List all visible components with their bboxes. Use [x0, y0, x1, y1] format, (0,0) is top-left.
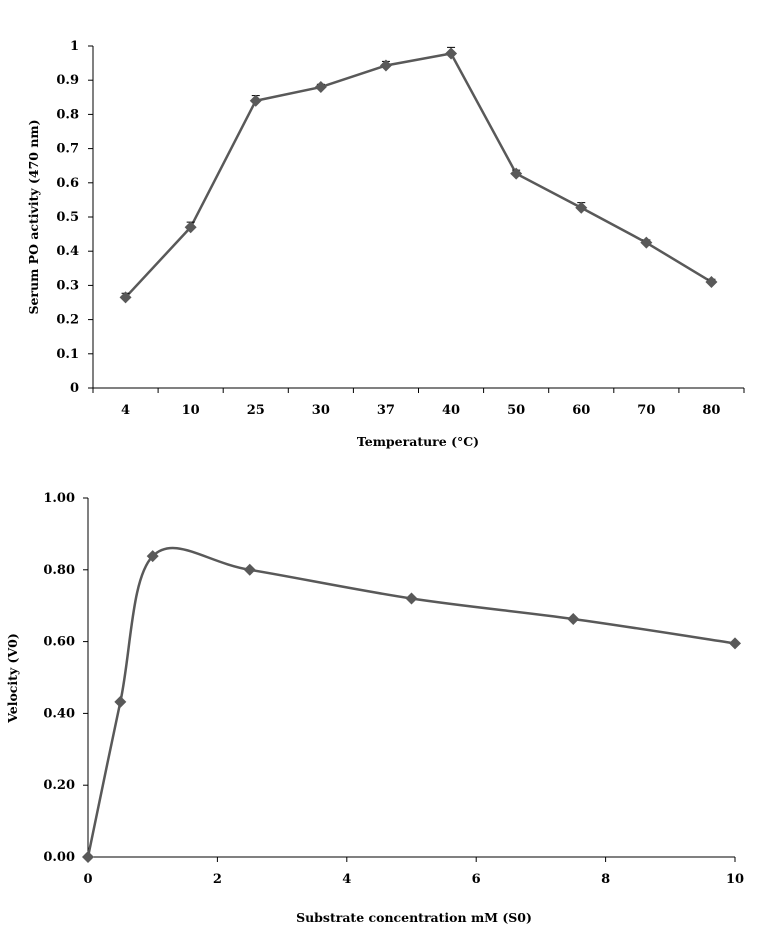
chart1-y-tick-label: 0.3 [56, 278, 79, 293]
chart1-series-line [124, 52, 713, 299]
chart1-x-tick-label: 4 [121, 403, 130, 418]
chart1-x-axis-title: Temperature (°C) [357, 434, 479, 449]
chart1-y-tick-label: 0.5 [56, 210, 79, 225]
chart2-data-point [405, 592, 418, 605]
chart2-x-tick-label: 2 [213, 872, 222, 887]
chart1-x-tick-label: 37 [377, 403, 395, 418]
chart1-x-tick-label: 10 [182, 403, 200, 418]
chart2-data-point [82, 851, 94, 863]
chart1-y-tick-label: 0.1 [56, 347, 79, 362]
chart1-y-tick-label: 0.6 [56, 176, 79, 191]
temperature-chart: 0 0.1 0.2 0.3 0.4 0.5 0.6 0.7 0.8 0.9 1 4 10 25 30 37 4… [26, 39, 745, 449]
chart1-x-tick-label: 25 [247, 403, 265, 418]
chart1-x-tick-label: 60 [572, 403, 590, 418]
chart2-data-point [567, 612, 580, 625]
chart1-x-tick-label: 80 [702, 403, 720, 418]
chart1-x-tick-label: 40 [442, 403, 460, 418]
chart2-y-tick-label: 0.60 [43, 635, 75, 650]
chart1-y-axis-title: Serum PO activity (470 nm) [26, 119, 41, 314]
chart1-y-tick-label: 0.7 [56, 142, 79, 157]
chart2-y-axis-title: Velocity (V0) [5, 633, 20, 724]
chart1-data-point [445, 47, 458, 60]
chart1-y-tick-label: 1 [70, 39, 79, 54]
chart1-y-tick-label: 0.8 [56, 107, 79, 122]
chart1-data-point [575, 201, 588, 214]
chart1-y-tick-label: 0.9 [56, 73, 79, 88]
chart2-data-point [729, 637, 741, 650]
chart1-data-point [705, 275, 718, 288]
chart2-x-tick-label: 4 [342, 872, 351, 887]
chart2-x-tick-label: 8 [601, 872, 610, 887]
chart1-data-point [184, 221, 197, 234]
chart2-data-point [146, 550, 159, 563]
chart2-y-tick-label: 0.00 [43, 850, 75, 865]
velocity-chart: 0.00 0.20 0.40 0.60 0.80 1.00 0 2 4 6 8 10 Substra… [5, 491, 744, 925]
chart2-x-tick-label: 10 [726, 872, 744, 887]
chart1-x-tick-label: 70 [637, 403, 655, 418]
chart1-y-tick-label: 0.4 [56, 244, 79, 259]
chart2-y-tick-label: 0.80 [43, 563, 75, 578]
chart1-x-tick-label: 30 [312, 403, 330, 418]
chart2-data-point [114, 695, 127, 708]
chart1-y-tick-label: 0 [70, 381, 79, 396]
chart1-data-point [640, 236, 653, 249]
chart1-data-point [249, 94, 262, 107]
chart1-data-point [379, 59, 392, 72]
chart2-y-tick-label: 0.40 [43, 706, 75, 721]
chart1-y-tick-label: 0.2 [56, 313, 79, 328]
chart2-x-axis-title: Substrate concentration mM (S0) [296, 910, 532, 925]
chart1-data-point [314, 81, 327, 94]
chart2-y-tick-label: 0.20 [43, 778, 75, 793]
chart2-x-tick-label: 6 [472, 872, 481, 887]
chart1-x-tick-label: 50 [507, 403, 525, 418]
chart1-data-point [510, 167, 523, 180]
chart2-y-tick-label: 1.00 [43, 491, 75, 506]
chart2-data-point [243, 563, 256, 576]
chart1-data-point [119, 291, 132, 304]
chart2-x-tick-label: 0 [83, 872, 92, 887]
